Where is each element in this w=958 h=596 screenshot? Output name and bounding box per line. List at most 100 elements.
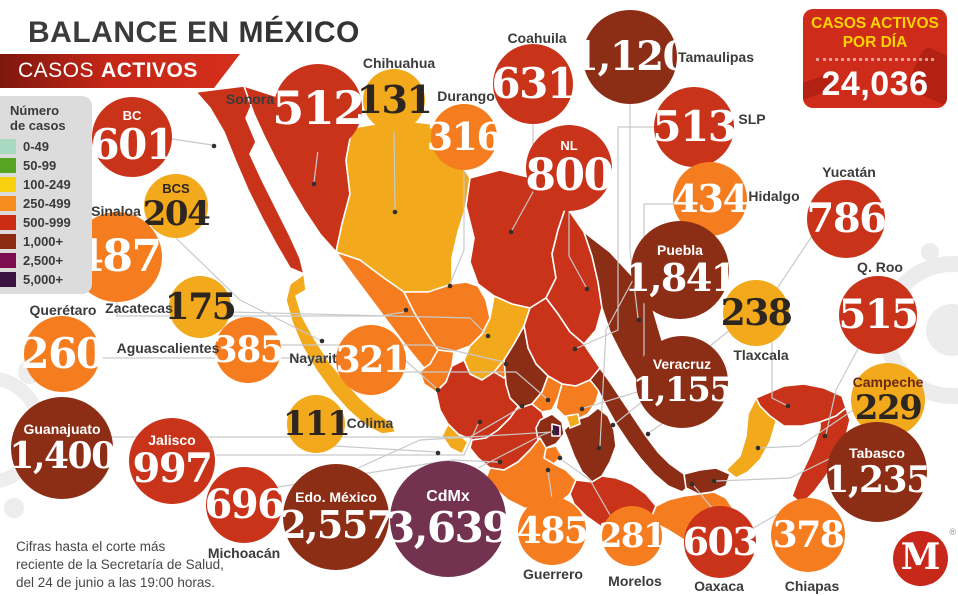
state-label-guerrero: Guerrero (523, 566, 583, 582)
bubble-value-veracruz: 1,155 (632, 370, 733, 410)
bubble-chihuahua: 131 (357, 69, 433, 131)
legend-title: Número de casos (10, 103, 66, 133)
state-label-hidalgo: Hidalgo (748, 188, 800, 204)
bubble-nayarit: 321 (336, 325, 408, 395)
banner-word-casos: CASOS (18, 59, 95, 82)
bubble-value-coahuila: 631 (491, 59, 576, 108)
bubble-value-yucatan: 786 (806, 195, 888, 242)
bubble-veracruz: Veracruz 1,155 (633, 336, 733, 428)
legend-item: 2,500+ (0, 251, 92, 270)
bubble-value-zacatecas: 175 (164, 286, 237, 328)
bubble-value-oaxaca: 603 (682, 519, 759, 564)
bubble-label-nl: NL (560, 137, 578, 153)
bubble-value-bc: 601 (90, 119, 175, 169)
legend-label: 2,500+ (23, 253, 64, 269)
legend-label: 1,000+ (23, 234, 64, 250)
state-label-qroo: Q. Roo (857, 259, 903, 275)
bubble-value-jalisco: 997 (132, 445, 214, 492)
legend-swatch (0, 158, 16, 174)
bubble-bcs: BCS 204 (142, 174, 211, 238)
bubble-label-tabasco: Tabasco (849, 445, 905, 461)
title-highlight: MÉXICO (238, 16, 360, 49)
bubble-jalisco: Jalisco 997 (129, 418, 215, 504)
bubble-coahuila: 631 (491, 44, 576, 124)
bubble-value-nl: 800 (525, 149, 614, 201)
bubble-yucatan: 786 (806, 180, 888, 258)
legend-label: 100-249 (23, 177, 71, 193)
bubble-value-tamaulipas: 1,120 (571, 33, 690, 80)
bubble-value-sonora: 512 (272, 81, 365, 135)
legend-panel: Número de casos 0-49 50-99 100-249 250-499 50… (0, 96, 92, 294)
bubble-label-veracruz: Veracruz (652, 356, 712, 372)
bubble-value-edomex: 2,557 (280, 502, 393, 547)
bubble-value-tlaxcala: 238 (720, 292, 793, 334)
legend-item: 0-49 (0, 137, 92, 156)
bubble-puebla: Puebla 1,841 (624, 221, 737, 319)
bubble-zacatecas: 175 (165, 276, 237, 338)
state-label-zacatecas: Zacatecas (105, 300, 173, 316)
bubble-colima: 111 (283, 395, 351, 453)
bubble-value-cdmx: 3,639 (385, 503, 512, 552)
state-label-chiapas: Chiapas (784, 578, 840, 594)
state-label-tlaxcala: Tlaxcala (733, 347, 789, 363)
state-label-colima: Colima (346, 415, 394, 431)
bubble-tlaxcala: 238 (720, 280, 793, 346)
bubble-morelos: 281 (599, 506, 667, 566)
legend-swatch (0, 196, 16, 212)
bubble-value-durango: 316 (426, 114, 503, 159)
bubble-label-edomex: Edo. México (295, 489, 377, 505)
bubble-label-campeche: Campeche (852, 374, 924, 390)
daily-total-card: CASOS ACTIVOS POR DÍA 24,036 (803, 9, 947, 108)
state-label-aguascalientes: Aguascalientes (116, 340, 220, 356)
state-label-michoacan: Michoacán (207, 545, 281, 561)
bubble-edomex: Edo. México 2,557 (280, 464, 393, 570)
bubble-value-bcs: 204 (142, 193, 211, 234)
legend-item: 100-249 (0, 175, 92, 194)
legend-label: 250-499 (23, 196, 71, 212)
legend-item: 50-99 (0, 156, 92, 175)
legend-label: 50-99 (23, 158, 57, 174)
bubble-label-bc: BC (122, 107, 142, 123)
map-state-bcs (285, 273, 397, 435)
state-label-slp: SLP (738, 111, 766, 127)
bubble-value-qroo: 515 (838, 291, 920, 338)
state-label-tamaulipas: Tamaulipas (678, 49, 754, 65)
title-prefix: BALANCE EN (28, 16, 230, 49)
state-label-yucatan: Yucatán (822, 164, 876, 180)
state-label-chihuahua: Chihuahua (362, 55, 436, 71)
bubble-sonora: 512 (272, 64, 365, 152)
state-label-durango: Durango (437, 88, 495, 104)
legend-swatch (0, 253, 16, 269)
bubble-aguascalientes: 385 (213, 317, 285, 383)
map-state-edomex (535, 413, 565, 449)
legend-item: 5,000+ (0, 270, 92, 289)
bubble-value-guanajuato: 1,400 (9, 435, 116, 477)
bubble-tabasco: Tabasco 1,235 (824, 422, 931, 522)
page-title: BALANCE EN MÉXICO (28, 16, 360, 50)
state-label-morelos: Morelos (608, 573, 662, 589)
bubble-durango: 316 (427, 104, 503, 170)
map-state-bc (195, 85, 305, 275)
daily-total-value: 24,036 (821, 64, 929, 103)
legend-item: 250-499 (0, 194, 92, 213)
bubble-slp: 513 (652, 87, 737, 167)
bubble-value-tabasco: 1,235 (824, 459, 931, 501)
bubble-queretaro: 260 (20, 316, 105, 392)
bubble-cdmx: CdMx 3,639 (386, 461, 512, 577)
bubble-value-chiapas: 378 (772, 514, 845, 556)
dotted-divider (816, 57, 934, 61)
bubble-value-colima: 111 (282, 404, 351, 444)
bubble-value-campeche: 229 (854, 388, 923, 428)
legend-label: 500-999 (23, 215, 71, 231)
map-state-colima (441, 423, 469, 455)
bubble-label-puebla: Puebla (657, 242, 703, 258)
bubble-value-slp: 513 (652, 102, 737, 151)
legend-swatch (0, 272, 16, 288)
legend-label: 5,000+ (23, 272, 64, 288)
milenio-m-letter: M (900, 536, 941, 578)
bubble-label-guanajuato: Guanajuato (23, 421, 101, 437)
legend-swatch (0, 177, 16, 193)
bubble-qroo: 515 (838, 276, 920, 354)
